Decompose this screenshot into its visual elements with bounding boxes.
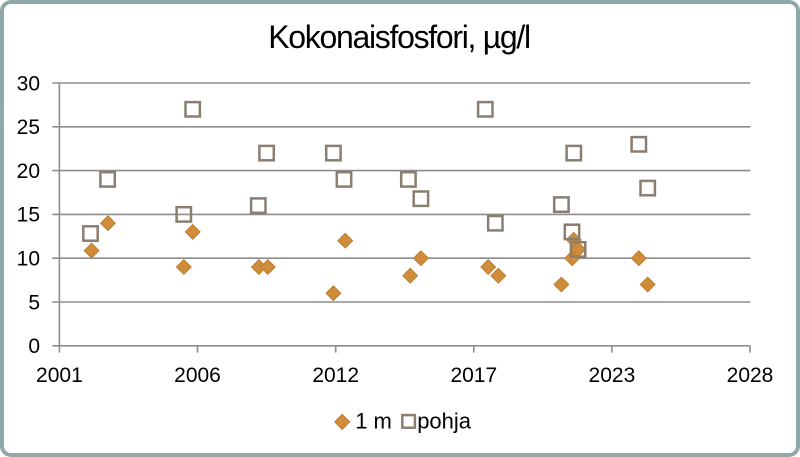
svg-text:25: 25 [17,116,40,139]
svg-text:2001: 2001 [36,364,83,387]
svg-text:Kokonaisfosfori, µg/l: Kokonaisfosfori, µg/l [268,19,530,55]
svg-text:5: 5 [28,291,40,314]
svg-text:15: 15 [17,204,40,227]
svg-text:pohja: pohja [417,408,472,433]
svg-text:0: 0 [28,335,40,358]
svg-text:10: 10 [17,248,40,271]
svg-text:2028: 2028 [727,364,774,387]
svg-text:2006: 2006 [174,364,221,387]
svg-text:1 m: 1 m [355,408,392,433]
svg-text:30: 30 [17,72,40,95]
svg-text:2023: 2023 [589,364,636,387]
svg-text:2017: 2017 [450,364,497,387]
svg-text:2012: 2012 [312,364,359,387]
svg-text:20: 20 [17,160,40,183]
